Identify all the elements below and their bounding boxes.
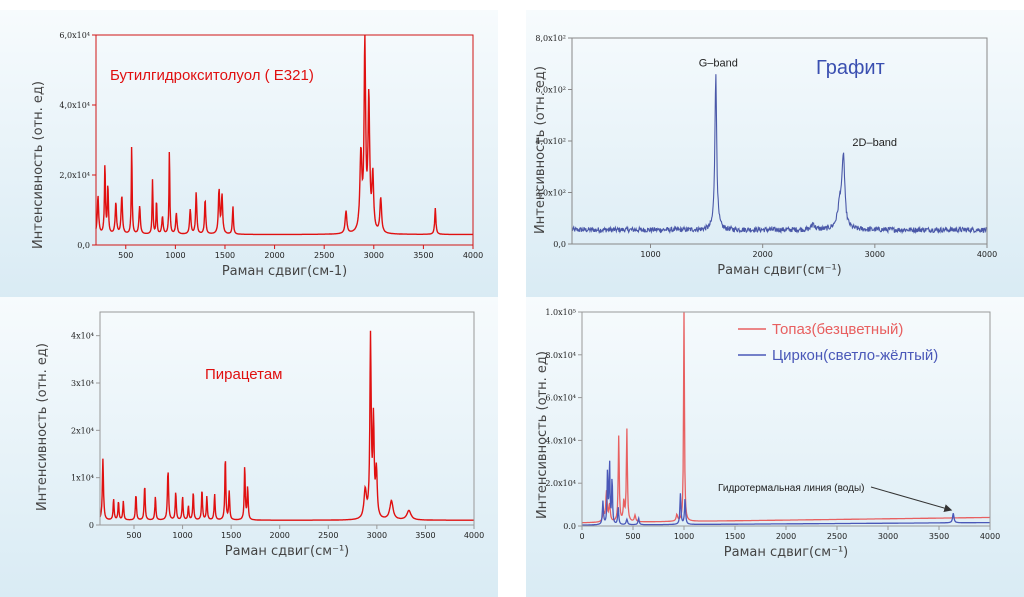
plot-frame: [581, 311, 991, 527]
x-tick-label: 3500: [413, 251, 433, 260]
x-tick-label: 2000: [270, 531, 290, 540]
annotation-g-band: G–band: [699, 57, 738, 69]
x-tick-label: 1000: [640, 250, 660, 259]
y-tick-label: 2.0x10⁴: [545, 479, 576, 488]
legend-label-zircon: Циркон(светло-жёлтый): [772, 347, 938, 364]
y-tick-label: 2,0x10⁴: [59, 171, 90, 180]
y-axis-label-topaz-zircon: Интенсивность (отн. ед): [535, 351, 550, 519]
chart-title-piracetam: Пирацетам: [205, 366, 282, 383]
y-tick-label: 0.0: [563, 522, 576, 531]
y-tick-label: 0,0: [553, 240, 566, 249]
x-tick-label: 4000: [463, 251, 483, 260]
x-tick-label: 1000: [674, 532, 694, 541]
y-tick-label: 2x10⁴: [71, 426, 94, 435]
x-axis-label: Раман сдвиг(см⁻¹): [717, 263, 841, 278]
plot-frame: [95, 34, 474, 246]
x-tick-label: 1000: [172, 531, 192, 540]
x-tick-label: 4000: [980, 532, 1000, 541]
x-tick-label: 3000: [367, 531, 387, 540]
x-tick-label: 2500: [314, 251, 334, 260]
annotation-2d-band: 2D–band: [852, 137, 897, 149]
series-line-piracetam: [99, 330, 474, 521]
chart-panel-piracetam: 0 1x10⁴ 2x10⁴ 3x10⁴ 4x10⁴ 500 1000 1500 2000 2500…: [0, 297, 498, 597]
chart-bht: 0,0 2,0x10⁴ 4,0x10⁴ 6,0x10⁴ 500 1000 1500 2000 2…: [31, 31, 483, 279]
chart-graphite: 0,0 2,0x10² 4,0x10² 6,0x10² 8,0x10² 1000 2000 3…: [533, 34, 997, 278]
legend: Топаз(безцветный) Циркон(светло-жёлтый): [738, 321, 938, 364]
x-tick-label: 4000: [464, 531, 484, 540]
x-tick-label: 1500: [221, 531, 241, 540]
x-tick-label: 500: [625, 532, 640, 541]
series-line-bht: [95, 34, 473, 236]
chart-panel-graphite: 0,0 2,0x10² 4,0x10² 6,0x10² 8,0x10² 1000 2000 3…: [526, 10, 1024, 298]
series-line-topaz: [582, 311, 990, 524]
x-tick-label: 500: [118, 251, 133, 260]
y-tick-label: 6.0x10⁴: [545, 394, 576, 403]
x-tick-label: 1000: [165, 251, 185, 260]
y-tick-label: 1.0x10⁵: [545, 308, 576, 317]
y-tick-label: 0,0: [77, 241, 90, 250]
chart-panel-topaz-zircon: 0.0 2.0x10⁴ 4.0x10⁴ 6.0x10⁴ 8.0x10⁴ 1.0x10⁵ 0 5…: [526, 297, 1024, 597]
y-tick-label: 4,0x10⁴: [59, 101, 90, 110]
x-tick-label: 2500: [827, 532, 847, 541]
y-tick-label: 6,0x10²: [535, 86, 566, 95]
x-axis-label: Раман сдвиг(см⁻¹): [724, 545, 848, 560]
x-tick-label: 4000: [977, 250, 997, 259]
y-tick-label: 4,0x10²: [535, 137, 566, 146]
x-tick-label: 3500: [929, 532, 949, 541]
x-tick-label: 3000: [364, 251, 384, 260]
y-tick-label: 6,0x10⁴: [59, 31, 90, 40]
y-axis-label-bht: Интенсивность (отн. ед): [31, 81, 46, 249]
x-tick-label: 1500: [725, 532, 745, 541]
y-axis-label-graphite: Интенсивность (отн. ед): [533, 66, 548, 234]
chart-piracetam: 0 1x10⁴ 2x10⁴ 3x10⁴ 4x10⁴ 500 1000 1500 2000 2500…: [35, 311, 484, 559]
x-tick-label: 2000: [264, 251, 284, 260]
y-tick-label: 3x10⁴: [71, 379, 94, 388]
y-tick-label: 8,0x10²: [535, 34, 566, 43]
y-axis-label-piracetam: Интенсивность (отн. ед): [35, 343, 50, 511]
x-tick-label: 0: [579, 532, 584, 541]
x-axis-label: Раман сдвиг(см⁻¹): [225, 544, 349, 559]
x-tick-label: 500: [126, 531, 141, 540]
x-tick-label: 2500: [318, 531, 338, 540]
chart-title-graphite: Графит: [816, 57, 885, 79]
chart-panel-bht: 0,0 2,0x10⁴ 4,0x10⁴ 6,0x10⁴ 500 1000 1500 2000 2…: [0, 10, 498, 298]
y-tick-label: 4.0x10⁴: [545, 436, 576, 445]
annotation-arrow: [870, 486, 953, 512]
x-tick-label: 3500: [415, 531, 435, 540]
plot-frame: [571, 37, 988, 245]
x-tick-label: 3000: [878, 532, 898, 541]
chart-topaz-zircon: 0.0 2.0x10⁴ 4.0x10⁴ 6.0x10⁴ 8.0x10⁴ 1.0x10⁵ 0 5…: [535, 308, 1000, 560]
x-axis-label: Раман сдвиг(см-1): [222, 264, 347, 279]
plot-frame: [99, 311, 475, 526]
chart-title-bht: Бутилгидрокситолуол ( E321): [110, 67, 314, 84]
y-tick-label: 1x10⁴: [71, 474, 94, 483]
x-tick-label: 2000: [752, 250, 772, 259]
series-line-zircon: [582, 460, 990, 526]
y-tick-label: 0: [89, 521, 94, 530]
x-tick-label: 2000: [776, 532, 796, 541]
y-tick-label: 2,0x10²: [535, 189, 566, 198]
x-tick-label: 3000: [865, 250, 885, 259]
annotation-hydrothermal: Гидротермальная линия (воды): [718, 483, 864, 494]
series-line-graphite: [571, 74, 988, 235]
x-tick-label: 1500: [215, 251, 235, 260]
y-tick-label: 8.0x10⁴: [545, 351, 576, 360]
y-tick-label: 4x10⁴: [71, 332, 94, 341]
legend-label-topaz: Топаз(безцветный): [772, 321, 903, 338]
